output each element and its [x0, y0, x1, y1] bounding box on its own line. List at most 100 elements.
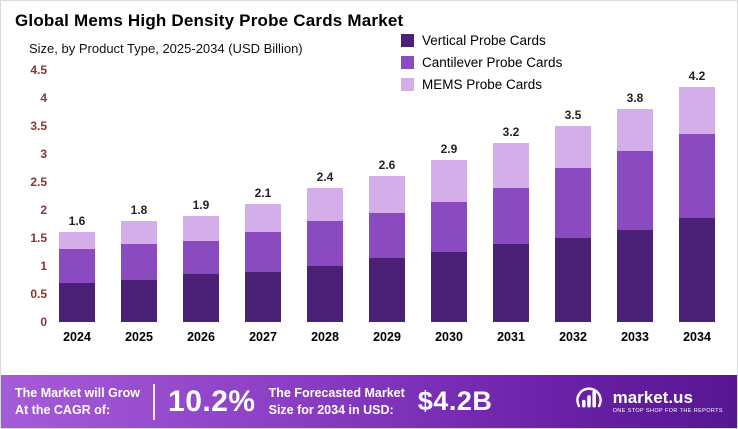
banner-divider: [153, 383, 156, 420]
bar-column-2033: 3.8 2033: [613, 70, 657, 344]
x-axis-label: 2033: [621, 330, 649, 344]
x-axis-label: 2027: [249, 330, 277, 344]
x-axis-label: 2032: [559, 330, 587, 344]
bottom-banner: The Market will Grow At the CAGR of: 10.…: [1, 375, 737, 428]
bar-segment-0: [679, 218, 715, 322]
stack-area: 3.2: [493, 70, 529, 322]
legend-item-0: Vertical Probe Cards: [401, 33, 562, 48]
y-tick-label: 2: [40, 203, 47, 217]
bar-segment-2: [307, 187, 343, 222]
market-us-logo-icon: [572, 382, 606, 421]
bar-segment-2: [617, 109, 653, 152]
bar-segment-2: [369, 176, 405, 213]
chart-legend: Vertical Probe Cards Cantilever Probe Car…: [401, 33, 562, 92]
bar-total-label: 2.4: [316, 169, 334, 184]
bar-segment-1: [121, 243, 157, 280]
legend-label: MEMS Probe Cards: [422, 77, 543, 92]
stack-area: 2.6: [369, 70, 405, 322]
bar-segment-0: [59, 282, 95, 322]
bar-segment-2: [679, 86, 715, 135]
stacked-bar: 2.1: [245, 186, 281, 322]
bar-total-label: 1.6: [68, 214, 86, 229]
bar-total-label: 2.9: [440, 141, 458, 156]
chart-area: 0 0.5 1 1.5 2 2.5 3 3.5 4 4.5 1.6 2024 1.8 2025 1.9 20…: [1, 56, 737, 375]
bar-segment-0: [555, 238, 591, 322]
x-axis-label: 2028: [311, 330, 339, 344]
bar-segment-1: [493, 187, 529, 244]
bar-column-2025: 1.8 2025: [117, 70, 161, 344]
y-axis: 0 0.5 1 1.5 2 2.5 3 3.5 4 4.5: [15, 63, 55, 329]
bar-column-2034: 4.2 2034: [675, 68, 719, 344]
bar-segment-0: [431, 252, 467, 322]
bar-segment-2: [121, 221, 157, 244]
bar-segment-1: [183, 240, 219, 275]
bar-column-2024: 1.6 2024: [55, 70, 99, 344]
bar-segment-2: [245, 204, 281, 233]
bar-segment-0: [245, 271, 281, 322]
stack-area: 1.8: [121, 70, 157, 322]
y-tick-label: 4.5: [30, 63, 47, 77]
stacked-bar: 2.4: [307, 170, 343, 322]
stack-area: 2.9: [431, 70, 467, 322]
bar-segment-1: [431, 201, 467, 252]
bar-segment-1: [617, 151, 653, 230]
bar-column-2029: 2.6 2029: [365, 70, 409, 344]
bar-total-label: 4.2: [688, 68, 706, 83]
bar-total-label: 1.8: [130, 203, 148, 218]
stacked-bar: 1.6: [59, 214, 95, 322]
bar-column-2030: 2.9 2030: [427, 70, 471, 344]
stacked-bar: 3.2: [493, 125, 529, 322]
stack-area: 3.5: [555, 70, 591, 322]
bar-total-label: 1.9: [192, 197, 210, 212]
cagr-label: The Market will Grow At the CAGR of:: [15, 385, 140, 418]
bar-column-2032: 3.5 2032: [551, 70, 595, 344]
x-axis-label: 2024: [63, 330, 91, 344]
bar-segment-1: [679, 134, 715, 219]
brand-name: market.us: [612, 387, 693, 407]
bar-segment-2: [555, 126, 591, 168]
bar-segment-0: [369, 257, 405, 322]
bar-total-label: 2.1: [254, 186, 272, 201]
y-tick-label: 3: [40, 147, 47, 161]
bar-total-label: 2.6: [378, 158, 396, 173]
bar-segment-0: [493, 243, 529, 322]
subtitle-row: Size, by Product Type, 2025-2034 (USD Bi…: [1, 31, 737, 92]
x-axis-label: 2026: [187, 330, 215, 344]
legend-swatch-icon: [401, 56, 414, 69]
x-axis-label: 2034: [683, 330, 711, 344]
stacked-bar: 1.8: [121, 203, 157, 322]
bar-column-2027: 2.1 2027: [241, 70, 285, 344]
legend-item-1: Cantilever Probe Cards: [401, 55, 562, 70]
x-axis-label: 2025: [125, 330, 153, 344]
y-tick-label: 3.5: [30, 119, 47, 133]
cagr-label-line2: At the CAGR of:: [15, 402, 111, 417]
cagr-value: 10.2%: [168, 384, 256, 418]
bar-column-2028: 2.4 2028: [303, 70, 347, 344]
bar-column-2031: 3.2 2031: [489, 70, 533, 344]
legend-label: Cantilever Probe Cards: [422, 55, 563, 70]
stack-area: 1.6: [59, 70, 95, 322]
x-axis-label: 2030: [435, 330, 463, 344]
forecast-label-line1: The Forecasted Market: [268, 386, 405, 401]
bar-segment-1: [59, 249, 95, 283]
brand-tagline: ONE STOP SHOP FOR THE REPORTS: [612, 407, 723, 414]
bar-segment-1: [245, 232, 281, 272]
stack-area: 1.9: [183, 70, 219, 322]
bar-column-2026: 1.9 2026: [179, 70, 223, 344]
bar-total-label: 3.8: [626, 91, 644, 106]
legend-label: Vertical Probe Cards: [422, 33, 546, 48]
y-tick-label: 2.5: [30, 175, 47, 189]
chart-body: 0 0.5 1 1.5 2 2.5 3 3.5 4 4.5 1.6 2024 1.8 2025 1.9 20…: [15, 63, 719, 344]
forecast-value: $4.2B: [417, 386, 493, 416]
stack-area: 2.4: [307, 70, 343, 322]
bar-segment-0: [307, 266, 343, 322]
bar-segment-1: [369, 212, 405, 258]
page-title: Global Mems High Density Probe Cards Mar…: [15, 11, 404, 30]
x-axis-label: 2031: [497, 330, 525, 344]
bar-segment-0: [183, 274, 219, 322]
market-us-logo[interactable]: market.us ONE STOP SHOP FOR THE REPORTS: [572, 382, 723, 421]
stacked-bar: 1.9: [183, 198, 219, 322]
brand-text: market.us ONE STOP SHOP FOR THE REPORTS: [612, 387, 723, 415]
x-axis-label: 2029: [373, 330, 401, 344]
chart-subtitle: Size, by Product Type, 2025-2034 (USD Bi…: [29, 41, 303, 56]
